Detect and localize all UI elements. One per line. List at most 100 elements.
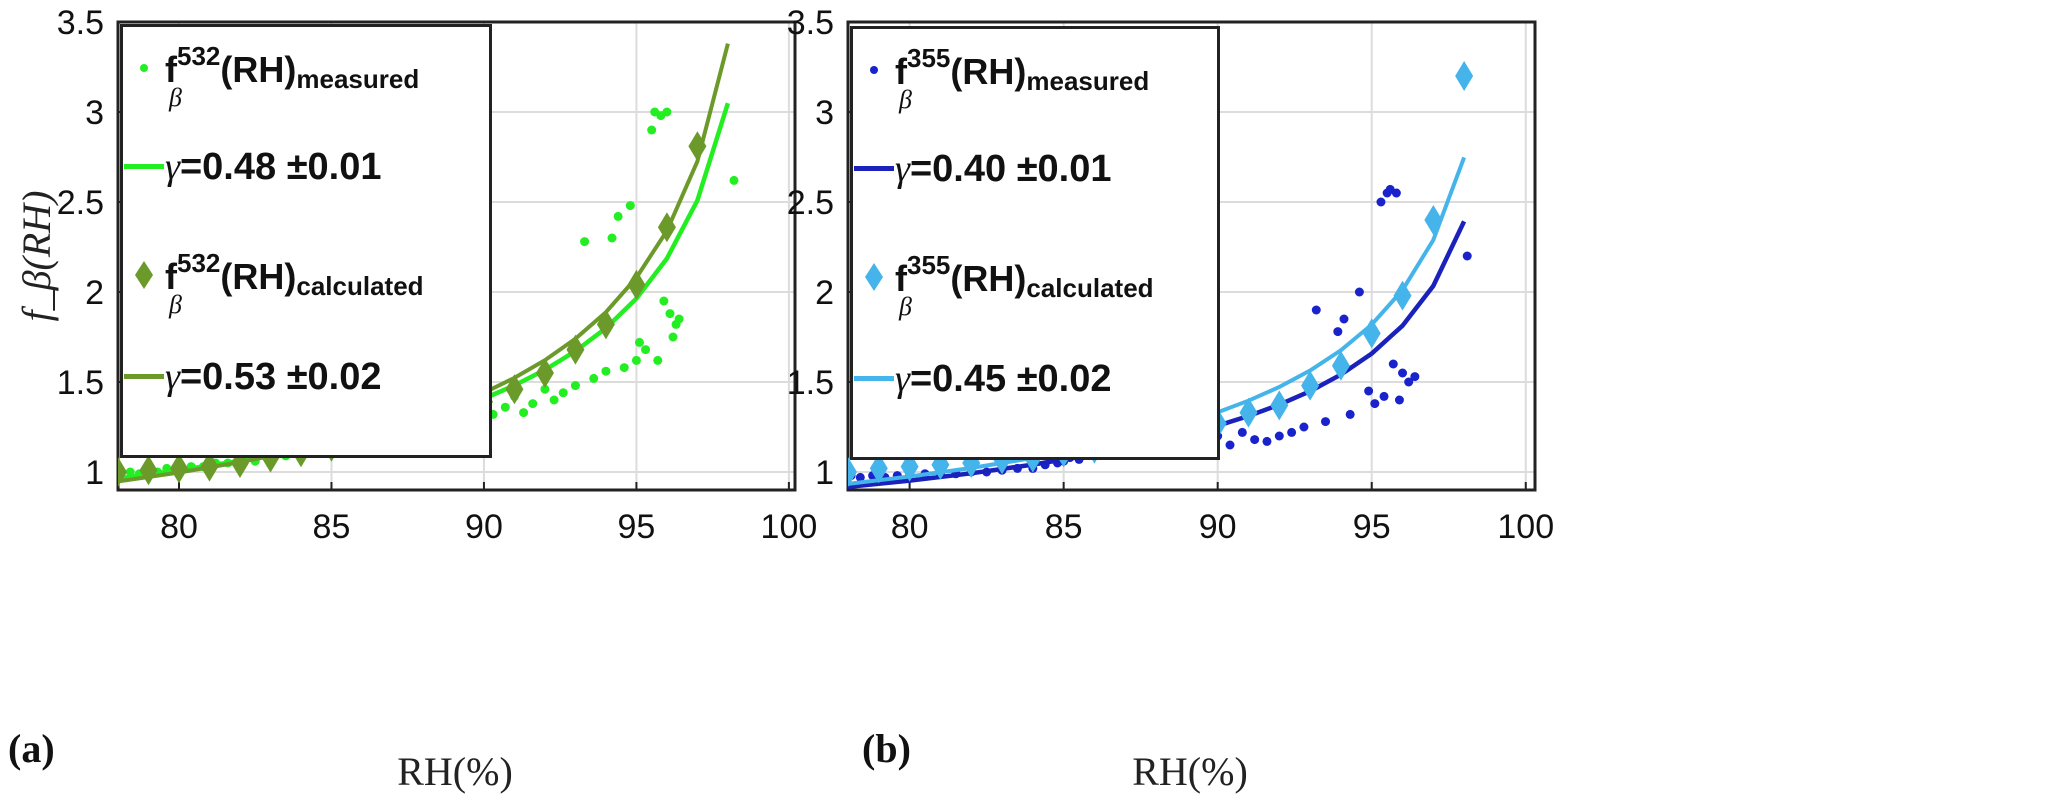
legend-item-fit-calculated-symbol: [853, 363, 895, 393]
axes-frame: [116, 20, 797, 492]
y-tick-label: 2: [815, 274, 834, 312]
measured-point: [549, 395, 559, 405]
calculated-point: [118, 457, 127, 487]
measured-point: [1262, 436, 1272, 446]
measured-point: [1398, 368, 1408, 378]
legend-item-calculated-symbol: [123, 260, 165, 290]
y-tick-label: 1.5: [787, 364, 834, 402]
panel-label: (a): [8, 726, 55, 771]
legend-gamma-value: =0.40 ±0.01: [909, 148, 1112, 190]
measured-point: [1299, 422, 1309, 432]
measured-point: [1274, 431, 1284, 441]
x-tick-label: 85: [313, 508, 351, 546]
legend-rh: (RH): [950, 258, 1027, 299]
y-tick-label: 2.5: [57, 184, 104, 222]
calculated-point: [1331, 350, 1350, 381]
measured-point: [619, 363, 629, 373]
measured-point: [1321, 417, 1331, 427]
y-tick-label: 2.5: [787, 184, 834, 222]
measured-point: [1287, 427, 1297, 437]
legend-item-measured: f355 β (RH) measured: [853, 43, 1149, 114]
measured-point: [1379, 391, 1389, 401]
legend-item-measured-symbol: [123, 53, 165, 83]
measured-point: [855, 472, 865, 482]
legend-wavelength: 532: [177, 41, 221, 71]
legend-gamma: γ: [895, 148, 910, 190]
legend-wavelength: 355: [907, 250, 951, 280]
y-tick-label: 1: [85, 454, 104, 492]
calculated-point: [1239, 397, 1258, 428]
y-tick-label: 3.5: [787, 4, 834, 42]
legend-wavelength: 355: [907, 43, 951, 73]
legend-item-fit-measured-symbol: [853, 153, 895, 183]
legend-gamma-value: =0.53 ±0.02: [179, 356, 382, 398]
measured-point: [607, 233, 617, 243]
measured-point: [1237, 427, 1247, 437]
x-tick-label: 90: [1199, 508, 1237, 546]
axes-b: 80 85 90 95 100 1 1.5 2 2.5 3 3.5 RH(%) (b): [787, 4, 1554, 794]
measured-point: [668, 332, 678, 342]
y-tick-label: 3: [85, 94, 104, 132]
legend-item-fit-calculated: γ=0.53 ±0.02: [123, 355, 382, 399]
calculated-point: [139, 455, 158, 486]
measured-point: [665, 309, 675, 319]
legend-a: f532 β (RH) measured γ=0.48 ±0.01 f532 β (RH) ca…: [120, 24, 492, 458]
measured-point: [570, 381, 580, 391]
measured-point: [601, 366, 611, 376]
calculated-point: [200, 451, 219, 482]
legend-gamma-value: =0.45 ±0.02: [909, 358, 1112, 400]
measured-point: [1404, 377, 1414, 387]
legend-item-fit-measured: γ=0.40 ±0.01: [853, 147, 1112, 191]
legend-subscript-measured: measured: [1026, 66, 1150, 96]
calculated-point: [1455, 61, 1474, 91]
calculated-point: [1393, 280, 1412, 311]
measured-point: [1394, 395, 1404, 405]
measured-point: [1388, 359, 1398, 369]
measured-point: [662, 107, 672, 117]
calculated-point: [596, 309, 615, 340]
measured-point: [500, 402, 510, 412]
x-tick-label: 80: [160, 508, 198, 546]
calculated-point: [848, 457, 857, 487]
x-tick-label: 95: [1353, 508, 1391, 546]
calculated-point: [1424, 205, 1443, 235]
legend-rh: (RH): [220, 49, 297, 90]
measured-point: [729, 175, 739, 185]
calculated-point: [169, 453, 188, 484]
measured-point: [647, 125, 657, 135]
legend-beta: β: [899, 85, 912, 114]
y-tick-label: 1.5: [57, 364, 104, 402]
legend-item-calculated: f532 β (RH) calculated: [123, 248, 424, 319]
legend-subscript-measured: measured: [296, 64, 420, 94]
measured-point: [1333, 327, 1343, 337]
measured-point: [1354, 287, 1364, 297]
measured-point: [1250, 435, 1260, 445]
x-axis-label: RH(%): [1132, 749, 1248, 794]
measured-point: [634, 337, 644, 347]
measured-point: [653, 355, 663, 365]
legend-item-fit-measured-symbol: [123, 151, 165, 181]
x-axis-label: RH(%): [397, 749, 513, 794]
calculated-point: [688, 131, 707, 162]
legend-subscript-calculated: calculated: [1026, 273, 1154, 303]
legend-f: f: [165, 49, 177, 90]
legend-f: f: [895, 258, 907, 299]
panel-label: (b): [862, 726, 911, 771]
y-axis-label: f_β(RH): [14, 191, 59, 322]
legend-b: f355 β (RH) measured γ=0.40 ±0.01 f355 β (RH) ca…: [850, 26, 1220, 460]
measured-point: [1370, 399, 1380, 409]
legend-item-measured: f532 β (RH) measured: [123, 41, 419, 112]
measured-point: [1339, 314, 1349, 324]
measured-point: [528, 399, 538, 409]
calculated-point: [627, 269, 646, 300]
calculated-point: [1362, 318, 1381, 349]
calculated-point: [869, 453, 888, 484]
x-tick-label: 100: [761, 508, 818, 546]
legend-item-calculated: f355 β (RH) calculated: [853, 250, 1154, 321]
measured-point: [625, 201, 635, 211]
measured-point: [659, 296, 669, 306]
measured-point: [1462, 251, 1472, 261]
measured-point: [558, 388, 568, 398]
measured-point: [540, 384, 550, 394]
x-tick-label: 90: [465, 508, 503, 546]
